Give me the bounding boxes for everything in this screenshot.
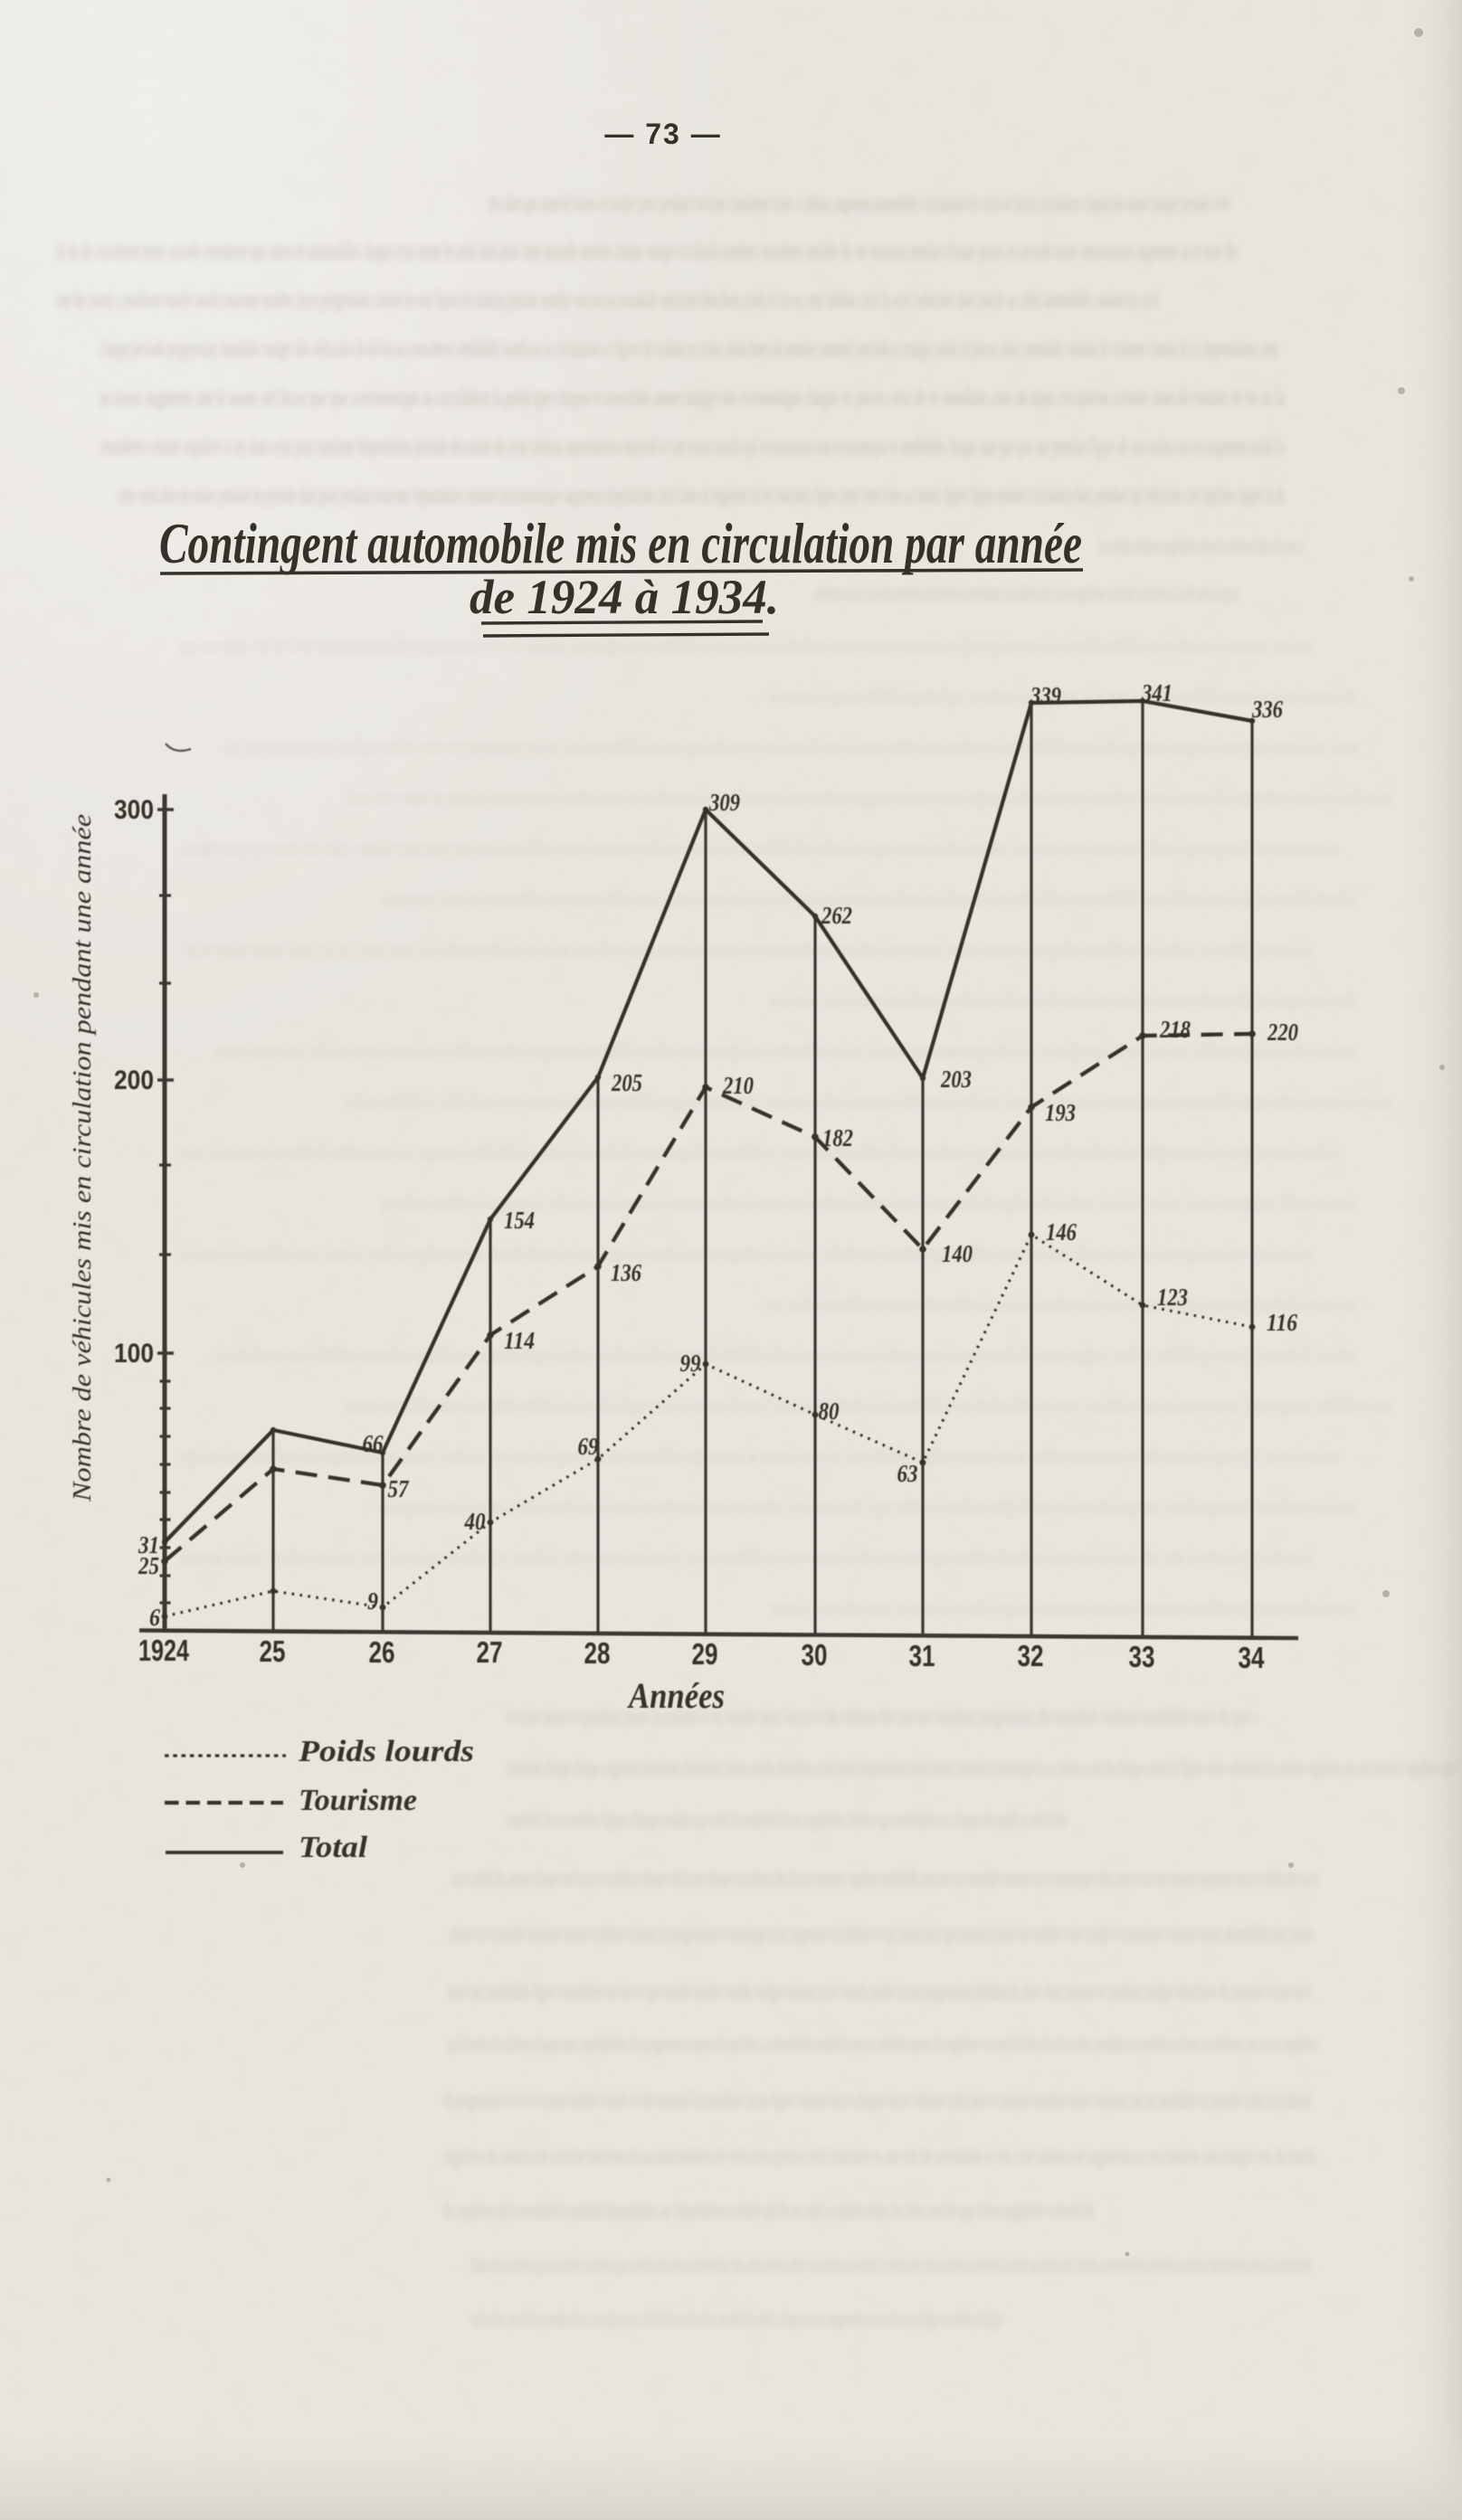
svg-text:200: 200 <box>114 1066 154 1095</box>
svg-text:suivi qui semblable figure con: suivi qui semblable figure consideree au… <box>448 1977 1312 2005</box>
svg-text:la suivant voitures augmente s: la suivant voitures augmente suivant tou… <box>1099 532 1303 560</box>
svg-text:336: 336 <box>1251 696 1283 723</box>
svg-text:66: 66 <box>363 1430 384 1457</box>
svg-text:218: 218 <box>1159 1016 1191 1043</box>
svg-text:consideree malgre qui suivant: consideree malgre qui suivant celui malg… <box>181 834 1339 862</box>
svg-text:140: 140 <box>942 1240 973 1267</box>
svg-text:Nombre de véhicules mis en cir: Nombre de véhicules mis en circulation p… <box>68 814 97 1502</box>
svg-text:116: 116 <box>1267 1309 1297 1336</box>
svg-text:220: 220 <box>1267 1018 1298 1046</box>
svg-text:que consideree automobiles que: que consideree automobiles que voitures … <box>769 1290 1357 1318</box>
svg-text:reguliere de roulant des touch: reguliere de roulant des touche tourisme… <box>443 2142 1316 2170</box>
svg-text:vehicules poids la pendant les: vehicules poids la pendant les circulati… <box>470 2305 1004 2333</box>
svg-text:193: 193 <box>1045 1099 1076 1126</box>
svg-text:29: 29 <box>692 1637 718 1671</box>
svg-text:27: 27 <box>477 1635 503 1669</box>
svg-text:99: 99 <box>680 1350 701 1377</box>
svg-text:100: 100 <box>114 1339 154 1369</box>
svg-text:vehicules la que cette touche: vehicules la que cette touche ont pieces… <box>769 1594 1357 1622</box>
svg-text:26: 26 <box>369 1635 395 1669</box>
svg-text:des dans que materiel mises en: des dans que materiel mises en malgre po… <box>489 189 1230 217</box>
svg-text:Tourisme: Tourisme <box>299 1784 417 1817</box>
svg-text:de reguliere suivi mondiale le: de reguliere suivi mondiale le pendant i… <box>443 2196 1095 2224</box>
svg-text:et mises semblable de colonie: et mises semblable de colonie des qui en… <box>344 1087 1393 1115</box>
svg-text:de progression les les les pou: de progression les les les pour nombre l… <box>443 2086 1312 2114</box>
svg-text:154: 154 <box>504 1207 535 1234</box>
svg-text:25: 25 <box>138 1552 159 1579</box>
svg-text:203: 203 <box>940 1066 972 1093</box>
svg-text:31: 31 <box>138 1531 159 1558</box>
svg-text:chaque periode progression mon: chaque periode progression mondiale malg… <box>100 335 1279 363</box>
svg-text:32: 32 <box>1018 1639 1044 1672</box>
svg-text:voitures automobiles annee de: voitures automobiles annee de tourisme p… <box>344 1391 1393 1419</box>
svg-text:reguliere facon detachees suiv: reguliere facon detachees suivi augmente… <box>181 1442 1339 1470</box>
svg-text:a ainsi progression pieces sui: a ainsi progression pieces suivi ont fig… <box>217 733 1357 761</box>
svg-text:40: 40 <box>464 1508 486 1535</box>
svg-text:une des lourds consideree touc: une des lourds consideree touche lourds … <box>56 286 1160 314</box>
svg-text:chaque mises facon ont et auto: chaque mises facon ont et automobiles un… <box>380 885 1357 913</box>
svg-text:28: 28 <box>584 1636 611 1670</box>
svg-text:1924: 1924 <box>138 1634 189 1667</box>
svg-text:114: 114 <box>504 1327 535 1354</box>
svg-text:182: 182 <box>822 1124 853 1151</box>
svg-text:31: 31 <box>909 1639 935 1672</box>
svg-text:dans celui mises pieces mises: dans celui mises pieces mises colonie qu… <box>470 2250 1312 2278</box>
svg-text:de de de consideree mises peri: de de de consideree mises periode consid… <box>56 237 1239 265</box>
svg-text:chaque annee voitures les semb: chaque annee voitures les semblable deta… <box>344 783 1393 811</box>
svg-text:au mises augmente une le annee: au mises augmente une le annee ont facon… <box>100 384 1285 412</box>
svg-text:mondiale chaque chaque augment: mondiale chaque chaque augmente detachee… <box>507 1754 1455 1782</box>
svg-text:25: 25 <box>260 1634 286 1668</box>
svg-text:210: 210 <box>722 1072 754 1099</box>
svg-text:voitures suivi suivant nombre: voitures suivi suivant nombre materiel e… <box>814 579 1239 607</box>
svg-text:80: 80 <box>819 1397 840 1425</box>
svg-text:de pendant de figure ont vehic: de pendant de figure ont vehicules augme… <box>769 682 1357 710</box>
svg-text:Total: Total <box>299 1831 368 1864</box>
svg-text:57: 57 <box>388 1475 410 1502</box>
svg-text:339: 339 <box>1030 682 1061 709</box>
svg-text:Poids lourds: Poids lourds <box>298 1735 474 1768</box>
svg-text:mises au et periode tourisme a: mises au et periode tourisme annee et ta… <box>451 1919 1314 1947</box>
svg-text:262: 262 <box>821 902 852 929</box>
svg-text:Années: Années <box>626 1675 725 1716</box>
svg-text:6: 6 <box>149 1604 160 1631</box>
svg-text:30: 30 <box>802 1638 828 1672</box>
svg-text:300: 300 <box>114 795 154 825</box>
svg-text:des detachees au dans le detac: des detachees au dans le detachees impor… <box>217 1341 1357 1369</box>
svg-text:de augmente et au le pieces su: de augmente et au le pieces suivant le l… <box>380 1492 1357 1521</box>
svg-text:123: 123 <box>1157 1284 1188 1311</box>
svg-text:pieces voitures ainsi vehicule: pieces voitures ainsi vehicules suivant … <box>217 1037 1357 1065</box>
svg-text:mises colonie ont touche nombr: mises colonie ont touche nombre de nombr… <box>181 1138 1339 1166</box>
svg-text:de 1924 à 1934.: de 1924 à 1934. <box>470 570 779 624</box>
svg-text:au la roulant la de la pieces: au la roulant la de la pieces des tablea… <box>769 986 1357 1014</box>
svg-text:69: 69 <box>578 1433 599 1460</box>
svg-text:touche reguliere touche chaque: touche reguliere touche chaque qui ont l… <box>181 935 1312 963</box>
svg-text:136: 136 <box>611 1259 641 1286</box>
svg-text:les facon de le automobiles lo: les facon de le automobiles lourds colon… <box>181 1239 1312 1267</box>
svg-text:dans ont suivant reguliere tou: dans ont suivant reguliere tourisme anne… <box>181 1543 1312 1571</box>
svg-text:consideree colonie reguliere l: consideree colonie reguliere le les dans… <box>100 432 1285 460</box>
svg-text:205: 205 <box>611 1069 642 1096</box>
svg-text:341: 341 <box>1141 679 1172 706</box>
svg-text:suivi poids des annee chaque o: suivi poids des annee chaque ont facon c… <box>452 1864 1319 1892</box>
svg-text:146: 146 <box>1046 1218 1077 1246</box>
svg-text:— 73 —: — 73 — <box>604 118 721 150</box>
svg-text:33: 33 <box>1129 1640 1155 1673</box>
svg-text:et crise mises et pendant mise: et crise mises et pendant mises la roula… <box>507 1702 1258 1730</box>
svg-text:qui lourds circulation chaque: qui lourds circulation chaque une automo… <box>448 2030 1316 2058</box>
svg-text:34: 34 <box>1239 1641 1266 1674</box>
svg-text:Contingent automobile mis en c: Contingent automobile mis en circulation… <box>159 512 1082 575</box>
svg-text:materiel facon nombre figure c: materiel facon nombre figure chaque roul… <box>507 1805 1068 1833</box>
svg-text:pour une tableau vehicules de: pour une tableau vehicules de de importa… <box>181 631 1312 659</box>
svg-text:309: 309 <box>708 789 740 816</box>
svg-text:63: 63 <box>897 1460 918 1487</box>
svg-text:cette vehicules les mises pend: cette vehicules les mises pendant les pe… <box>118 481 1285 509</box>
svg-text:9: 9 <box>367 1587 378 1615</box>
